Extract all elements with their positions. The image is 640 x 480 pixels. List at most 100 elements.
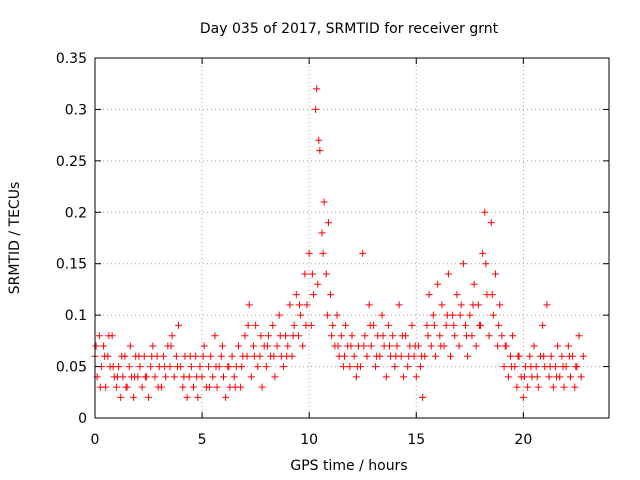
- data-point: [547, 352, 555, 360]
- data-point: [520, 373, 528, 381]
- data-point: [302, 321, 310, 329]
- data-point: [462, 321, 470, 329]
- data-point: [254, 363, 262, 371]
- data-point: [320, 198, 328, 206]
- data-point: [312, 105, 320, 113]
- data-point: [130, 393, 138, 401]
- data-point: [404, 363, 412, 371]
- data-point: [463, 332, 471, 340]
- data-point: [372, 363, 380, 371]
- data-point: [305, 249, 313, 257]
- data-point: [230, 373, 238, 381]
- data-point: [299, 342, 307, 350]
- data-point: [373, 352, 381, 360]
- data-point: [577, 373, 585, 381]
- data-point: [501, 342, 509, 350]
- data-point: [200, 342, 208, 350]
- data-point: [432, 352, 440, 360]
- data-point: [378, 311, 386, 319]
- data-point: [398, 332, 406, 340]
- data-point: [526, 352, 534, 360]
- data-point: [530, 342, 538, 350]
- data-point: [199, 352, 207, 360]
- data-point: [564, 342, 572, 350]
- data-point: [109, 363, 117, 371]
- data-point: [138, 383, 146, 391]
- data-point: [408, 321, 416, 329]
- data-point: [339, 363, 347, 371]
- y-tick-label: 0.2: [65, 205, 87, 221]
- data-point: [279, 363, 287, 371]
- data-point: [514, 352, 522, 360]
- data-point: [252, 321, 260, 329]
- data-point: [175, 321, 183, 329]
- data-point: [424, 332, 432, 340]
- data-point: [366, 321, 374, 329]
- data-point: [193, 373, 201, 381]
- data-point: [243, 352, 251, 360]
- data-point: [218, 342, 226, 350]
- data-point: [456, 311, 464, 319]
- data-point: [509, 332, 517, 340]
- data-point: [289, 332, 297, 340]
- data-point: [405, 352, 413, 360]
- data-point: [262, 363, 270, 371]
- data-point: [315, 136, 323, 144]
- data-point: [395, 301, 403, 309]
- data-point: [125, 363, 133, 371]
- data-point: [135, 352, 143, 360]
- data-point: [269, 321, 277, 329]
- data-point: [244, 321, 252, 329]
- data-point: [318, 229, 326, 237]
- data-point: [263, 342, 271, 350]
- data-point: [284, 342, 292, 350]
- data-point: [451, 332, 459, 340]
- data-point: [333, 311, 341, 319]
- x-tick-label: 15: [407, 432, 425, 448]
- data-point: [559, 363, 567, 371]
- data-point: [301, 270, 309, 278]
- data-point: [346, 363, 354, 371]
- data-point: [205, 363, 213, 371]
- data-point: [360, 342, 368, 350]
- data-point: [196, 363, 204, 371]
- data-point: [179, 383, 187, 391]
- data-point: [469, 301, 477, 309]
- data-point: [329, 321, 337, 329]
- data-point: [365, 301, 373, 309]
- data-point: [92, 342, 100, 350]
- data-point: [470, 280, 478, 288]
- data-point: [162, 373, 170, 381]
- data-point: [466, 311, 474, 319]
- grid-lines: [95, 58, 609, 418]
- data-point: [453, 291, 461, 299]
- data-point: [496, 301, 504, 309]
- data-point: [296, 301, 304, 309]
- data-point: [545, 373, 553, 381]
- data-point: [323, 311, 331, 319]
- x-tick-label: 0: [91, 432, 100, 448]
- data-point: [399, 373, 407, 381]
- data-point: [172, 352, 180, 360]
- data-point: [429, 311, 437, 319]
- data-point: [506, 352, 514, 360]
- data-point: [385, 342, 393, 350]
- data-point: [434, 280, 442, 288]
- data-point: [328, 332, 336, 340]
- data-point: [207, 352, 215, 360]
- data-point: [571, 383, 579, 391]
- data-point: [566, 373, 574, 381]
- data-point: [560, 383, 568, 391]
- data-point: [359, 249, 367, 257]
- data-point: [247, 373, 255, 381]
- y-tick-label: 0.15: [56, 257, 87, 273]
- data-point: [245, 301, 253, 309]
- data-point: [194, 393, 202, 401]
- data-point: [382, 373, 390, 381]
- data-point: [348, 332, 356, 340]
- data-point: [430, 321, 438, 329]
- data-point: [391, 363, 399, 371]
- data-point: [308, 270, 316, 278]
- data-point: [558, 352, 566, 360]
- data-point: [283, 352, 291, 360]
